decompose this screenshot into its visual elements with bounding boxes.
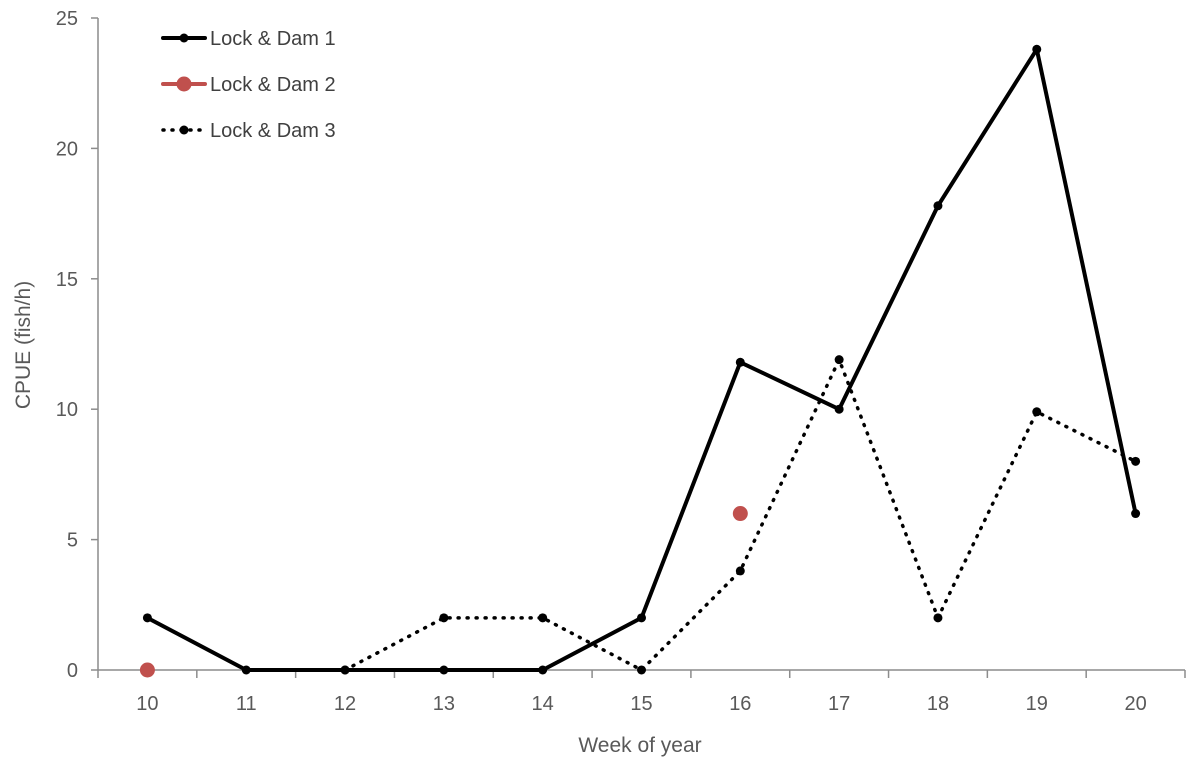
data-point <box>142 613 152 623</box>
data-point <box>735 357 745 367</box>
x-tick-label: 18 <box>927 693 949 715</box>
x-tick-label: 12 <box>334 693 356 715</box>
data-point <box>538 665 548 675</box>
x-tick-label: 10 <box>136 693 158 715</box>
legend-label: Lock & Dam 3 <box>210 120 336 142</box>
y-tick-label: 5 <box>67 530 78 552</box>
y-tick-label: 15 <box>56 269 78 291</box>
data-point <box>1032 44 1042 54</box>
axes: 0 5 10 15 20 25 10 11 12 13 14 15 16 17 18 19 20 <box>56 8 1186 715</box>
x-tick-label: 14 <box>532 693 554 715</box>
y-axis-title: CPUE (fish/h) <box>12 281 35 409</box>
x-tick-label: 13 <box>433 693 455 715</box>
legend-swatch-marker <box>179 33 189 43</box>
data-point <box>241 665 251 675</box>
x-tick-label: 19 <box>1026 693 1048 715</box>
x-tick-label: 20 <box>1124 693 1146 715</box>
data-point <box>340 665 350 675</box>
data-point <box>439 665 449 675</box>
y-tick-label: 0 <box>67 660 78 682</box>
x-tick-label: 11 <box>236 693 257 715</box>
data-point <box>732 506 748 522</box>
x-tick-label: 16 <box>729 693 751 715</box>
series-2 <box>139 506 748 678</box>
data-point <box>933 613 943 623</box>
series-line <box>145 47 1138 672</box>
data-point <box>439 613 449 623</box>
series-3 <box>340 355 1141 675</box>
data-point <box>1131 456 1141 466</box>
data-point <box>1032 407 1042 417</box>
data-point <box>834 355 844 365</box>
legend-label: Lock & Dam 1 <box>210 28 336 50</box>
data-point <box>637 613 646 623</box>
y-tick-label: 25 <box>56 8 78 30</box>
series-line <box>343 357 1138 672</box>
data-point <box>139 662 155 678</box>
x-tick-label: 15 <box>630 693 652 715</box>
plot-area <box>139 44 1141 678</box>
legend-swatch-marker <box>176 76 192 92</box>
legend-label: Lock & Dam 2 <box>210 74 336 96</box>
data-point <box>637 665 646 675</box>
data-point <box>834 404 844 414</box>
legend: Lock & Dam 1 Lock & Dam 2 Lock & Dam 3 <box>161 28 336 142</box>
data-point <box>1131 509 1141 519</box>
y-tick-label: 20 <box>56 138 78 160</box>
data-point <box>933 201 943 211</box>
x-tick-label: 17 <box>828 693 850 715</box>
data-point <box>735 566 745 576</box>
data-point <box>538 613 548 623</box>
x-axis-title: Week of year <box>578 734 701 757</box>
legend-swatch-marker <box>179 125 189 135</box>
y-tick-label: 10 <box>56 399 78 421</box>
